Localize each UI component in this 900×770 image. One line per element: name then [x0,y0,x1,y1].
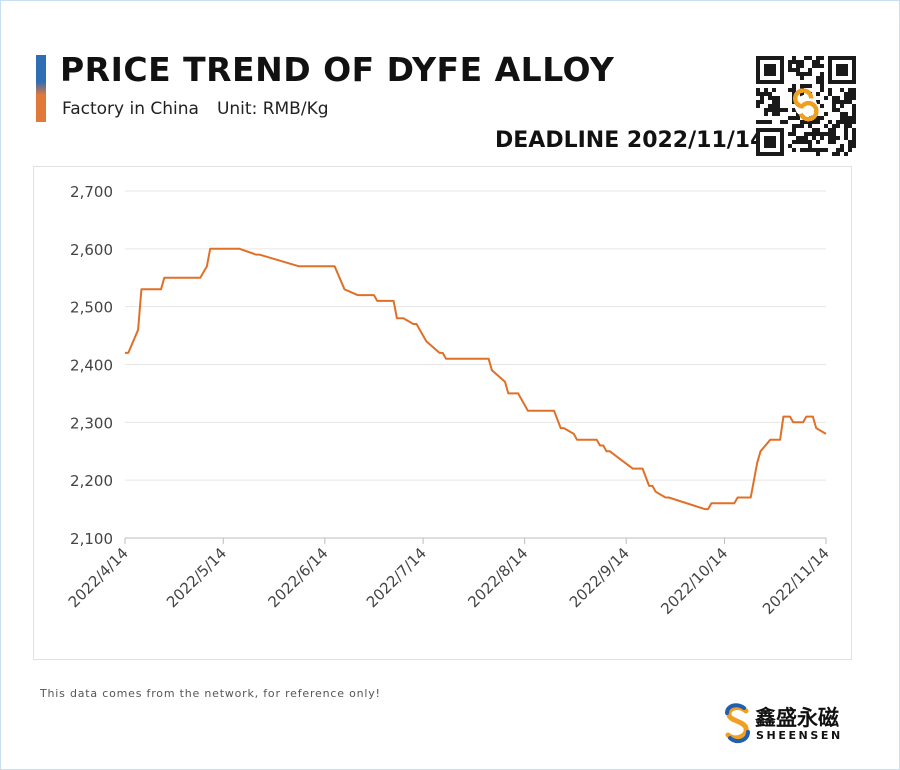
subtitle-unit: Unit: RMB/Kg [216,99,329,119]
sheensen-logo: 鑫盛永磁 SHEENSEN [722,700,852,748]
y-tick-label: 2,600 [70,241,113,259]
logo-english-name: SHEENSEN [756,729,843,742]
y-tick-label: 2,100 [70,530,113,548]
x-tick-label: 2022/5/14 [163,544,230,611]
x-tick-label: 2022/11/14 [759,544,833,618]
chart-panel: 2,100 2,200 2,300 2,400 2,500 2,600 2,700 2022/… [33,166,852,660]
x-tick-label: 2022/10/14 [657,544,731,618]
x-tick-label: 2022/8/14 [464,544,531,611]
subtitle: Factory in China Unit: RMB/Kg [62,99,329,119]
x-tick-label: 2022/6/14 [265,544,332,611]
x-tick-label: 2022/9/14 [566,544,633,611]
page-title: PRICE TREND OF DYFE ALLOY [60,50,615,89]
price-series-line [125,247,827,511]
y-tick-label: 2,500 [70,299,113,317]
y-tick-label: 2,700 [70,183,113,201]
deadline-label: DEADLINE 2022/11/14 [495,128,766,153]
qr-code-icon [756,56,856,156]
y-tick-label: 2,200 [70,472,113,490]
y-tick-label: 2,400 [70,357,113,375]
logo-chinese-name: 鑫盛永磁 [755,706,839,730]
subtitle-origin: Factory in China [62,99,199,119]
y-tick-label: 2,300 [70,414,113,432]
sheensen-logo-icon [725,703,750,744]
disclaimer-note: This data comes from the network, for re… [40,687,381,700]
x-tick-label: 2022/4/14 [65,544,132,611]
x-tick-label: 2022/7/14 [363,544,430,611]
title-accent-bar [36,55,46,122]
price-line-chart: 2,100 2,200 2,300 2,400 2,500 2,600 2,700 2022/… [65,183,833,618]
